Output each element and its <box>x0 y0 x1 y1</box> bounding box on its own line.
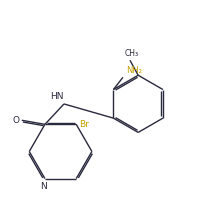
Text: NH₂: NH₂ <box>126 66 142 75</box>
Text: O: O <box>12 116 19 125</box>
Text: N: N <box>40 182 47 191</box>
Text: Br: Br <box>79 120 89 129</box>
Text: CH₃: CH₃ <box>124 49 138 58</box>
Text: HN: HN <box>50 92 64 101</box>
